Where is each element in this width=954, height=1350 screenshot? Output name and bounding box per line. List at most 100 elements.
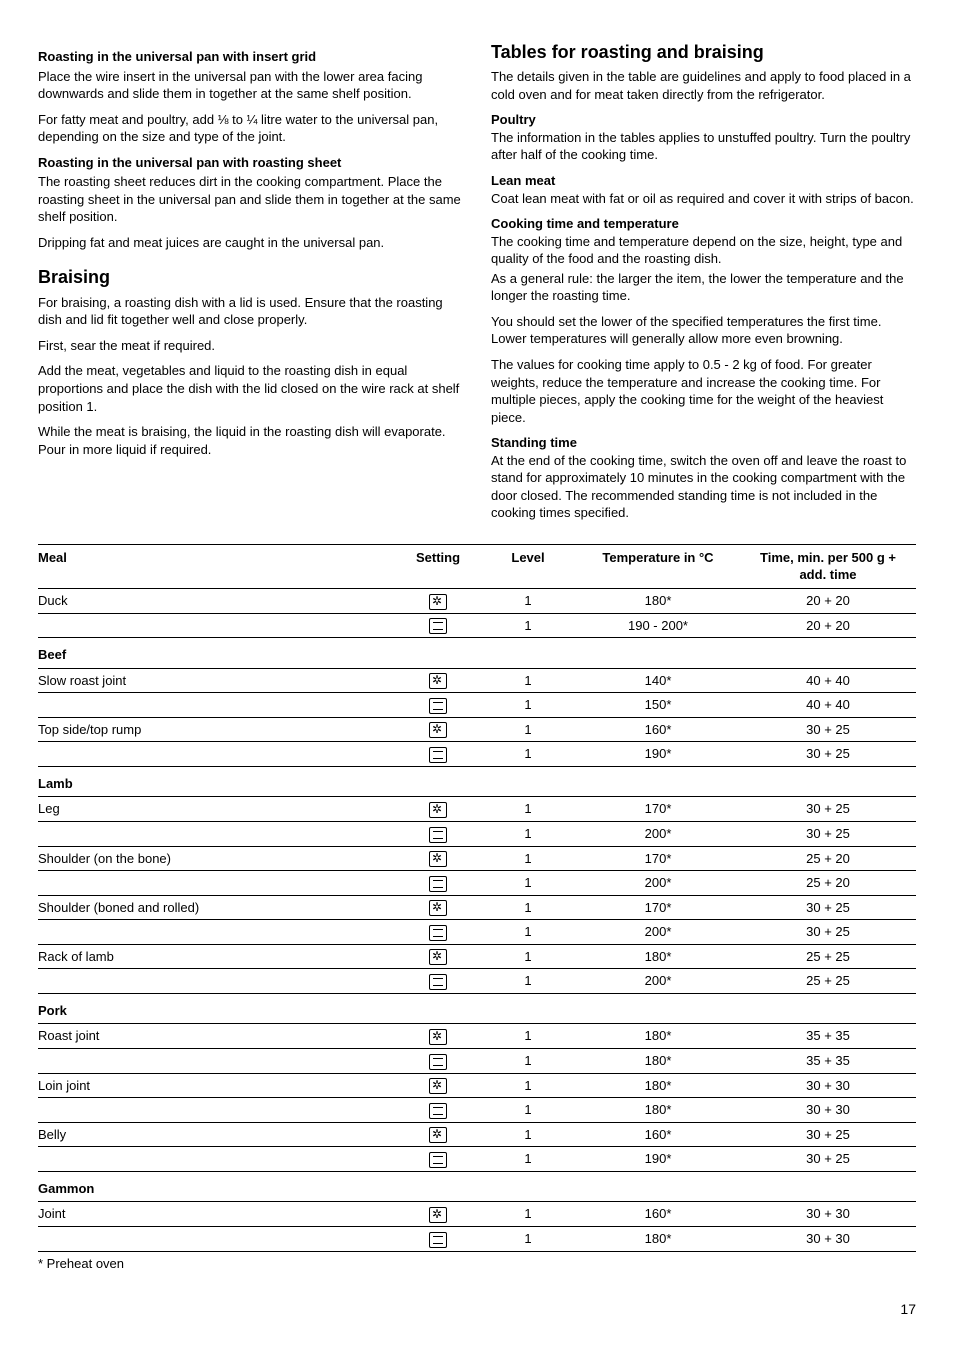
roasting-table: Meal Setting Level Temperature in °C Tim… [38,544,916,1251]
time-cell: 25 + 20 [746,871,916,896]
level-cell: 1 [486,822,576,847]
temp-cell: 180* [576,1024,746,1049]
heading-standing-time: Standing time [491,434,916,452]
category-cell: Lamb [38,766,916,797]
setting-cell [396,871,486,896]
para: As a general rule: the larger the item, … [491,270,916,305]
temp-cell: 190 - 200* [576,613,746,638]
level-cell: 1 [486,1098,576,1123]
level-cell: 1 [486,1226,576,1250]
level-cell: 1 [486,1024,576,1049]
time-cell: 30 + 30 [746,1226,916,1250]
setting-cell [396,822,486,847]
category-cell: Pork [38,993,916,1024]
para: For fatty meat and poultry, add ⅛ to ¼ l… [38,111,463,146]
para: Coat lean meat with fat or oil as requir… [491,190,916,208]
setting-cell [396,895,486,920]
level-cell: 1 [486,742,576,767]
fan-icon [429,1127,447,1143]
meal-cell [38,693,396,718]
left-column: Roasting in the universal pan with inser… [38,40,463,530]
temp-cell: 180* [576,1226,746,1250]
setting-cell [396,1024,486,1049]
table-row: 1190*30 + 25 [38,742,916,767]
time-cell: 35 + 35 [746,1024,916,1049]
fan-icon [429,851,447,867]
meal-cell [38,1226,396,1250]
meal-cell: Shoulder (boned and rolled) [38,895,396,920]
para: Dripping fat and meat juices are caught … [38,234,463,252]
meal-cell [38,969,396,994]
table-row: Joint1160*30 + 30 [38,1202,916,1227]
level-cell: 1 [486,717,576,742]
level-cell: 1 [486,693,576,718]
time-cell: 25 + 25 [746,944,916,969]
conventional-icon [429,925,447,941]
meal-cell: Duck [38,588,396,613]
level-cell: 1 [486,1122,576,1147]
para: The cooking time and temperature depend … [491,233,916,268]
setting-cell [396,588,486,613]
fan-icon [429,900,447,916]
setting-cell [396,668,486,693]
setting-cell [396,1049,486,1074]
table-row: 1180*35 + 35 [38,1049,916,1074]
meal-cell: Leg [38,797,396,822]
page-number: 17 [38,1300,916,1319]
setting-cell [396,797,486,822]
temp-cell: 180* [576,944,746,969]
meal-cell [38,613,396,638]
table-row: Duck1180*20 + 20 [38,588,916,613]
heading-cooking-time: Cooking time and temperature [491,215,916,233]
setting-cell [396,920,486,945]
level-cell: 1 [486,613,576,638]
meal-cell: Belly [38,1122,396,1147]
conventional-icon [429,1103,447,1119]
temp-cell: 160* [576,717,746,742]
temp-cell: 200* [576,969,746,994]
para: First, sear the meat if required. [38,337,463,355]
temp-cell: 150* [576,693,746,718]
time-cell: 30 + 25 [746,822,916,847]
para: While the meat is braising, the liquid i… [38,423,463,458]
table-row: Pork [38,993,916,1024]
col-meal: Meal [38,544,396,588]
time-cell: 30 + 25 [746,717,916,742]
fan-icon [429,1078,447,1094]
table-row: Leg1170*30 + 25 [38,797,916,822]
conventional-icon [429,974,447,990]
level-cell: 1 [486,1202,576,1227]
temp-cell: 180* [576,1098,746,1123]
level-cell: 1 [486,1147,576,1172]
heading-poultry: Poultry [491,111,916,129]
time-cell: 30 + 30 [746,1073,916,1098]
table-row: 1200*30 + 25 [38,822,916,847]
time-cell: 30 + 25 [746,742,916,767]
time-cell: 25 + 20 [746,846,916,871]
table-row: Lamb [38,766,916,797]
temp-cell: 190* [576,1147,746,1172]
category-cell: Gammon [38,1171,916,1202]
table-row: Top side/top rump1160*30 + 25 [38,717,916,742]
meal-cell: Rack of lamb [38,944,396,969]
temp-cell: 180* [576,588,746,613]
meal-cell: Joint [38,1202,396,1227]
time-cell: 30 + 25 [746,1147,916,1172]
temp-cell: 140* [576,668,746,693]
setting-cell [396,717,486,742]
level-cell: 1 [486,895,576,920]
meal-cell: Loin joint [38,1073,396,1098]
table-row: 1190*30 + 25 [38,1147,916,1172]
table-row: Shoulder (on the bone)1170*25 + 20 [38,846,916,871]
temp-cell: 170* [576,797,746,822]
setting-cell [396,1122,486,1147]
right-column: Tables for roasting and braising The det… [491,40,916,530]
meal-cell [38,871,396,896]
para: The roasting sheet reduces dirt in the c… [38,173,463,226]
time-cell: 20 + 20 [746,588,916,613]
time-cell: 20 + 20 [746,613,916,638]
setting-cell [396,1073,486,1098]
fan-icon [429,673,447,689]
heading-roasting-grid: Roasting in the universal pan with inser… [38,48,463,66]
temp-cell: 200* [576,871,746,896]
